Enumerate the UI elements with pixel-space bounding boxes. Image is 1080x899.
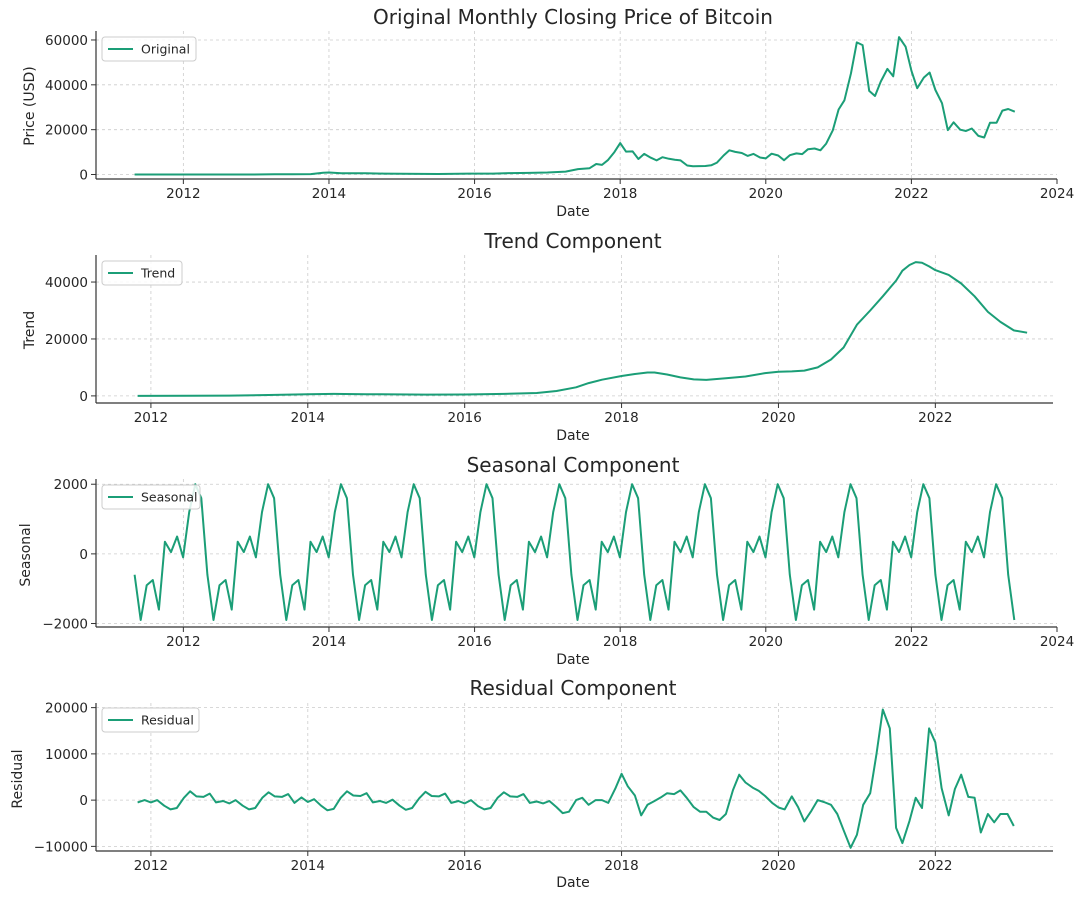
x-tick-label: 2018 [604,410,638,426]
x-tick-label: 2024 [1040,186,1074,202]
x-tick-label: 2014 [291,410,325,426]
plot-area [96,479,1057,627]
grid [96,255,1053,403]
legend-box [101,260,183,286]
x-tick-label: 2018 [603,186,637,202]
panel-residual: 2012 2014 2016 2018 2020 2022 −10000 0 10000 2000… [10,676,1053,891]
x-tick-label: 2016 [448,410,482,426]
ticks: 2012 2014 2016 2018 2020 2022 2024 −2000 0 2000 [42,477,1074,650]
x-axis-label: Date [556,204,589,220]
legend-label: Original [141,42,190,57]
x-tick-label: 2016 [457,186,491,202]
panel-original: 2012 2014 2016 2018 2020 2022 2024 0 20000 40000 6… [22,5,1074,220]
y-tick-label: −10000 [34,839,88,855]
legend-box [101,707,200,733]
y-axis-label: Seasonal [18,523,34,586]
x-tick-label: 2022 [918,410,952,426]
x-axis-label: Date [556,875,589,891]
x-axis-label: Date [556,652,589,668]
x-tick-label: 2018 [604,858,638,874]
series-line-original [134,36,1016,176]
legend-label: Seasonal [141,490,198,505]
x-tick-label: 2012 [134,858,168,874]
x-tick-label: 2020 [749,634,783,650]
legend: Seasonal [101,484,201,510]
x-tick-label: 2012 [166,634,200,650]
y-axis-label: Residual [10,749,26,808]
x-tick-label: 2020 [761,858,795,874]
panel-trend: 2012 2014 2016 2018 2020 2022 0 20000 40000 Tren… [22,229,1053,444]
y-tick-label: 60000 [45,33,88,49]
series-line-seasonal [133,483,1016,621]
grid [96,479,1057,627]
y-tick-label: 20000 [45,701,88,717]
series-line-trend [137,261,1028,397]
y-tick-label: 40000 [45,78,88,94]
x-tick-label: 2018 [603,634,637,650]
x-tick-label: 2024 [1040,634,1074,650]
x-tick-label: 2012 [166,186,200,202]
y-axis-label: Price (USD) [22,66,38,145]
legend: Trend [101,260,183,286]
plot-area [96,31,1057,179]
legend-box [101,36,197,62]
panel-seasonal: 2012 2014 2016 2018 2020 2022 2024 −2000 0 2000 S… [18,453,1074,668]
ticks: 2012 2014 2016 2018 2020 2022 −10000 0 10000 2000… [34,701,1053,874]
legend: Residual [101,707,200,733]
x-tick-label: 2012 [134,410,168,426]
legend-label: Residual [141,713,194,728]
chart-title: Original Monthly Closing Price of Bitcoi… [373,5,773,29]
ticks: 2012 2014 2016 2018 2020 2022 0 20000 40000 [45,255,1053,426]
y-tick-label: 40000 [45,275,88,291]
x-tick-label: 2014 [312,186,346,202]
x-tick-label: 2020 [761,410,795,426]
grid [96,703,1053,851]
legend-label: Trend [140,266,175,281]
y-tick-label: 0 [79,793,88,809]
chart-title: Trend Component [483,229,661,253]
y-tick-label: 0 [79,547,88,563]
x-axis-label: Date [556,428,589,444]
legend: Original [101,36,197,62]
x-tick-label: 2022 [894,634,928,650]
grid [96,31,1057,179]
plot-area [96,703,1053,851]
y-tick-label: 20000 [45,123,88,139]
y-tick-label: −2000 [42,617,88,633]
plot-area [96,255,1053,403]
series-line-residual [137,708,1015,849]
y-tick-label: 0 [79,389,88,405]
chart-title: Seasonal Component [467,453,680,477]
x-tick-label: 2014 [291,858,325,874]
x-tick-label: 2016 [448,858,482,874]
legend-box [101,484,201,510]
y-axis-label: Trend [22,311,38,350]
y-tick-label: 2000 [54,477,88,493]
chart-title: Residual Component [470,676,677,700]
x-tick-label: 2014 [312,634,346,650]
y-tick-label: 0 [79,168,88,184]
x-tick-label: 2016 [457,634,491,650]
y-tick-label: 10000 [45,747,88,763]
x-tick-label: 2022 [918,858,952,874]
y-tick-label: 20000 [45,332,88,348]
x-tick-label: 2020 [749,186,783,202]
x-tick-label: 2022 [894,186,928,202]
ticks: 2012 2014 2016 2018 2020 2022 2024 0 20000 40000 6… [45,31,1074,202]
